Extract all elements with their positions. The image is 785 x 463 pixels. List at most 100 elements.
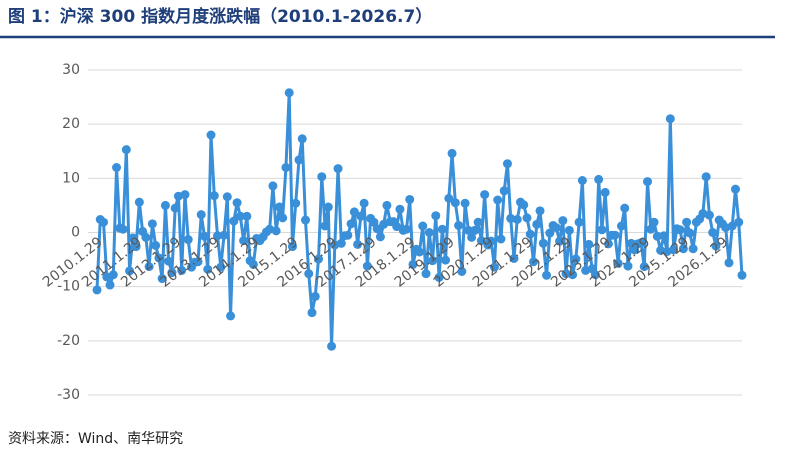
data-point [701,172,711,182]
data-point [476,236,486,246]
data-point [489,262,499,272]
data-point [620,203,630,213]
data-point [564,225,574,235]
data-point [105,280,115,290]
data-point [134,197,144,207]
data-point [600,187,610,197]
data-point [665,114,675,124]
data-point [636,238,646,248]
data-point [141,232,151,242]
data-point [203,264,213,274]
data-point [724,258,734,268]
data-point [509,254,519,263]
data-point [274,202,284,212]
data-point [235,211,245,221]
data-point [167,268,177,278]
data-point [353,239,363,249]
data-point [226,311,236,321]
data-point [248,259,258,269]
source-note: 资料来源：Wind、南华研究 [8,431,183,447]
data-point [209,191,219,201]
data-point [206,130,216,140]
data-point [594,174,604,184]
data-point [496,234,506,244]
data-point [271,226,281,236]
data-point [180,190,190,200]
data-point [688,244,698,254]
grid: -30 -20 -10 0 10 20 30 [57,62,742,403]
data-point [131,242,141,252]
data-point [597,225,607,235]
data-point [239,236,249,246]
data-point [444,193,454,203]
data-point [463,225,473,235]
data-point [502,159,512,169]
data-point [441,255,451,265]
data-point [590,270,600,280]
data-point [128,233,138,243]
data-point [470,225,480,235]
data-point [375,232,385,242]
data-point [408,259,418,269]
data-point [346,219,356,229]
data-point [682,217,692,227]
data-point [584,239,594,249]
data-point [395,204,405,214]
data-point [467,232,477,242]
data-point [401,224,411,234]
data-point [730,184,740,194]
y-tick-label: -20 [57,333,80,349]
data-point [512,215,522,224]
data-point [229,216,239,226]
data-point [314,254,324,264]
data-point [551,223,561,233]
data-point [525,229,535,239]
data-point [529,257,539,267]
data-point [473,217,483,227]
data-point [610,230,620,240]
data-point [457,267,467,276]
data-point [431,211,441,221]
data-point [382,200,392,210]
data-point [278,213,288,223]
data-point [343,230,353,240]
data-point [460,198,470,208]
data-point [144,262,154,272]
data-point [532,219,542,229]
data-point [317,172,327,182]
data-point [639,262,649,272]
data-point [147,219,157,229]
data-point [323,202,333,212]
data-point [538,238,548,248]
data-point [307,308,317,318]
data-point [603,239,613,249]
data-point [685,228,695,238]
data-point [646,224,656,234]
data-point [284,88,294,98]
y-tick-label: 10 [62,170,80,186]
data-point [108,270,118,280]
data-point [118,224,128,234]
data-point [92,285,102,295]
data-point [291,198,301,208]
data-point [333,164,343,174]
data-point [454,220,464,230]
data-point [157,274,167,284]
data-point [154,253,164,263]
data-point [327,341,337,351]
data-point [434,272,444,282]
y-tick-label: 20 [62,116,80,132]
data-point [734,217,744,227]
data-point [574,217,584,227]
data-point [213,231,223,241]
data-point [519,200,529,210]
data-point [480,190,490,200]
data-point [450,198,460,208]
data-point [623,261,633,271]
data-point [649,217,659,227]
data-point [499,186,509,196]
data-point [268,181,278,191]
data-point [669,245,679,255]
data-point [577,176,587,185]
